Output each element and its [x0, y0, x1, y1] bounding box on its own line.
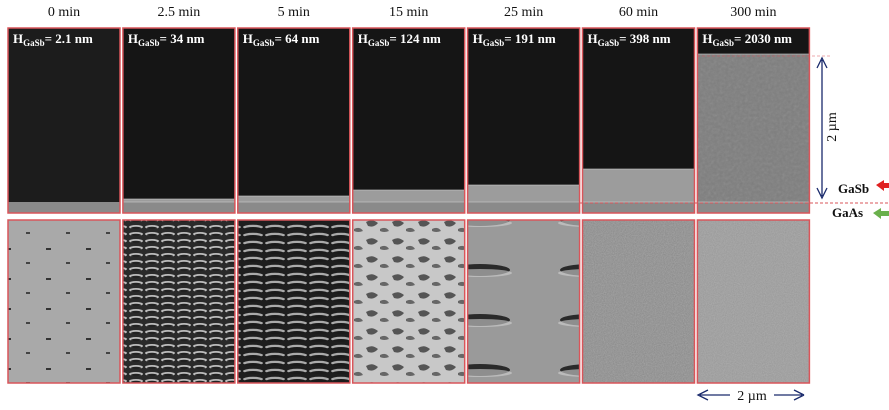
upper-arrow — [876, 180, 889, 191]
vacuum — [238, 28, 350, 213]
value: = 2030 nm — [734, 31, 792, 46]
cross-section-image — [238, 28, 350, 213]
surface-image — [123, 220, 235, 383]
vacuum — [353, 28, 465, 213]
time-label: 0 min — [48, 5, 80, 20]
gasb-layer — [238, 196, 350, 202]
time-label: 300 min — [730, 5, 776, 20]
substrate — [123, 202, 235, 213]
cross-section-image — [123, 28, 235, 213]
gasb-layer — [353, 190, 465, 202]
lower-arrow — [873, 208, 889, 219]
substrate — [353, 202, 465, 213]
figure: 0 minHGaSb= 2.1 nm2.5 minHGaSb= 34 nm5 m… — [0, 0, 889, 405]
horizontal-scale: 2 µm — [737, 389, 767, 404]
symbol: H — [13, 31, 23, 46]
substrate — [697, 202, 809, 213]
vertical-scale: 2 µm — [825, 112, 840, 142]
time-label: 15 min — [389, 5, 428, 20]
time-label: 2.5 min — [158, 5, 201, 20]
surface-image — [238, 220, 350, 383]
cross-section-image — [468, 28, 580, 213]
subscript: GaSb — [253, 38, 275, 48]
layer-noise — [697, 54, 809, 202]
surface-image — [353, 220, 465, 383]
cross-section-image — [8, 28, 120, 213]
symbol: H — [588, 31, 598, 46]
cross-section-image — [353, 28, 465, 213]
surface-image — [468, 220, 580, 383]
value: = 191 nm — [504, 31, 556, 46]
symbol: H — [358, 31, 368, 46]
gasb-layer — [468, 185, 580, 202]
upper-material: GaSb — [838, 181, 869, 196]
value: = 398 nm — [619, 31, 671, 46]
surface-noise — [697, 220, 809, 383]
symbol: H — [243, 31, 253, 46]
subscript: GaSb — [23, 38, 45, 48]
symbol: H — [473, 31, 483, 46]
substrate — [8, 202, 120, 213]
substrate — [468, 202, 580, 213]
surface-noise — [583, 220, 695, 383]
time-label: 5 min — [278, 5, 310, 20]
subscript: GaSb — [368, 38, 390, 48]
time-label: 25 min — [504, 5, 543, 20]
surface-image — [8, 220, 120, 383]
subscript: GaSb — [483, 38, 505, 48]
substrate — [583, 202, 695, 213]
value: = 34 nm — [160, 31, 205, 46]
vacuum — [123, 28, 235, 213]
subscript: GaSb — [713, 38, 735, 48]
lower-material: GaAs — [832, 205, 863, 220]
subscript: GaSb — [138, 38, 160, 48]
substrate — [238, 202, 350, 213]
value: = 124 nm — [389, 31, 441, 46]
value: = 64 nm — [274, 31, 319, 46]
time-label: 60 min — [619, 5, 658, 20]
symbol: H — [128, 31, 138, 46]
subscript: GaSb — [598, 38, 620, 48]
symbol: H — [702, 31, 712, 46]
gasb-layer — [583, 169, 695, 202]
cross-section-image — [583, 28, 695, 213]
value: = 2.1 nm — [45, 31, 93, 46]
gasb-layer — [123, 199, 235, 202]
vacuum — [8, 28, 120, 213]
